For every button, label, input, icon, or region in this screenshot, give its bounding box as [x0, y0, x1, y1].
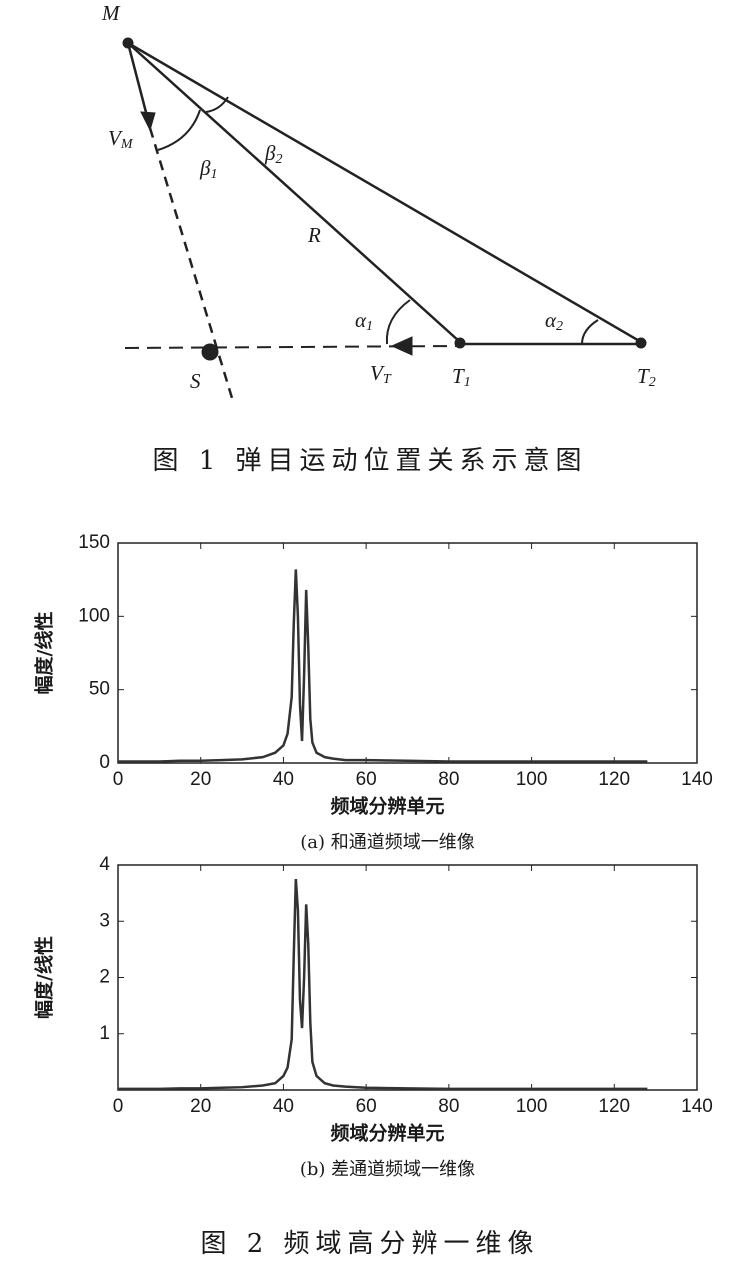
label: VT: [370, 361, 392, 387]
x-tick-label: 140: [681, 1096, 713, 1117]
label: α2: [545, 308, 563, 334]
label-sub: M: [120, 137, 134, 152]
label-text: R: [307, 223, 321, 247]
beta1-arc: [157, 109, 201, 151]
chart-subtitle: (b) 差通道频域一维像: [300, 1159, 475, 1180]
label: T2: [637, 364, 656, 390]
label: M: [101, 1, 121, 25]
label-text: β: [264, 141, 276, 165]
label-text: M: [101, 1, 121, 25]
x-tick-label: 120: [598, 1096, 630, 1117]
label-text: V: [108, 126, 123, 150]
x-tick-label: 140: [681, 769, 713, 790]
label: β2: [264, 141, 282, 167]
label-text: T: [637, 364, 650, 388]
y-tick-label: 0: [99, 752, 110, 773]
point-s: [201, 343, 219, 361]
figure-caption: 图 1 弹目运动位置关系示意图: [152, 446, 587, 476]
x-axis-label: 频域分辨单元: [330, 1122, 444, 1145]
x-tick-label: 60: [356, 769, 377, 790]
y-tick-label: 3: [99, 910, 110, 931]
label-sub: 2: [275, 152, 282, 167]
x-tick-label: 60: [356, 1096, 377, 1117]
label-text: α: [545, 308, 557, 332]
label-text: T: [452, 364, 465, 388]
beta2-arc: [205, 96, 229, 113]
label-sub: T: [383, 372, 392, 387]
label: S: [190, 369, 201, 393]
label-sub: 1: [210, 167, 217, 182]
line-mt2: [127, 41, 642, 344]
x-tick-label: 100: [516, 1096, 548, 1117]
y-axis-label: 幅度/线性: [33, 612, 56, 695]
label-text: β: [199, 156, 211, 180]
label-text: S: [190, 369, 201, 393]
alpha1-arc: [385, 299, 411, 345]
alpha2-arc: [581, 319, 599, 345]
label-sub: 1: [464, 375, 471, 390]
diagram-labels: M VM β1 β2 R α1 α2 S VT T1 T2: [101, 1, 656, 393]
y-tick-label: 150: [78, 532, 110, 553]
point-m: [122, 37, 134, 49]
label: VM: [108, 126, 134, 152]
label-text: V: [370, 361, 385, 385]
x-tick-label: 100: [516, 769, 548, 790]
y-tick-label: 4: [99, 854, 110, 875]
x-tick-label: 120: [598, 769, 630, 790]
x-tick-label: 0: [113, 769, 124, 790]
x-axis-label: 频域分辨单元: [330, 795, 444, 818]
line-mt1: [127, 42, 461, 343]
label: β1: [199, 156, 217, 182]
y-tick-label: 1: [99, 1023, 110, 1044]
label-sub: 2: [649, 375, 656, 390]
label-sub: 2: [556, 319, 563, 334]
plot-frame: [117, 864, 698, 1091]
label: R: [307, 223, 321, 247]
label-text: α: [355, 308, 367, 332]
y-axis-label: 幅度/线性: [33, 936, 56, 1019]
vm-arrowhead: [140, 111, 156, 132]
point-t1: [454, 337, 466, 349]
label-sub: 1: [366, 319, 373, 334]
x-tick-label: 80: [438, 769, 459, 790]
data-line: [118, 878, 648, 1091]
missile-path: [148, 127, 234, 399]
x-tick-label: 0: [113, 1096, 124, 1117]
figure-caption: 图 2 频域高分辨一维像: [200, 1229, 539, 1259]
vt-arrowhead: [390, 336, 413, 356]
label: T1: [452, 364, 471, 390]
chart-subtitle: (a) 和通道频域一维像: [300, 832, 475, 853]
data-line: [118, 569, 648, 763]
plot-frame: [117, 542, 698, 764]
diagram: [122, 37, 647, 399]
x-tick-label: 40: [273, 769, 294, 790]
x-tick-label: 40: [273, 1096, 294, 1117]
point-t2: [635, 337, 647, 349]
y-tick-label: 2: [99, 967, 110, 988]
y-tick-label: 100: [78, 605, 110, 626]
vm-arrow: [126, 42, 150, 121]
label: α1: [355, 308, 373, 334]
x-tick-label: 20: [190, 769, 211, 790]
x-tick-label: 20: [190, 1096, 211, 1117]
target-path: [124, 345, 461, 349]
x-tick-label: 80: [438, 1096, 459, 1117]
y-tick-label: 50: [89, 679, 110, 700]
